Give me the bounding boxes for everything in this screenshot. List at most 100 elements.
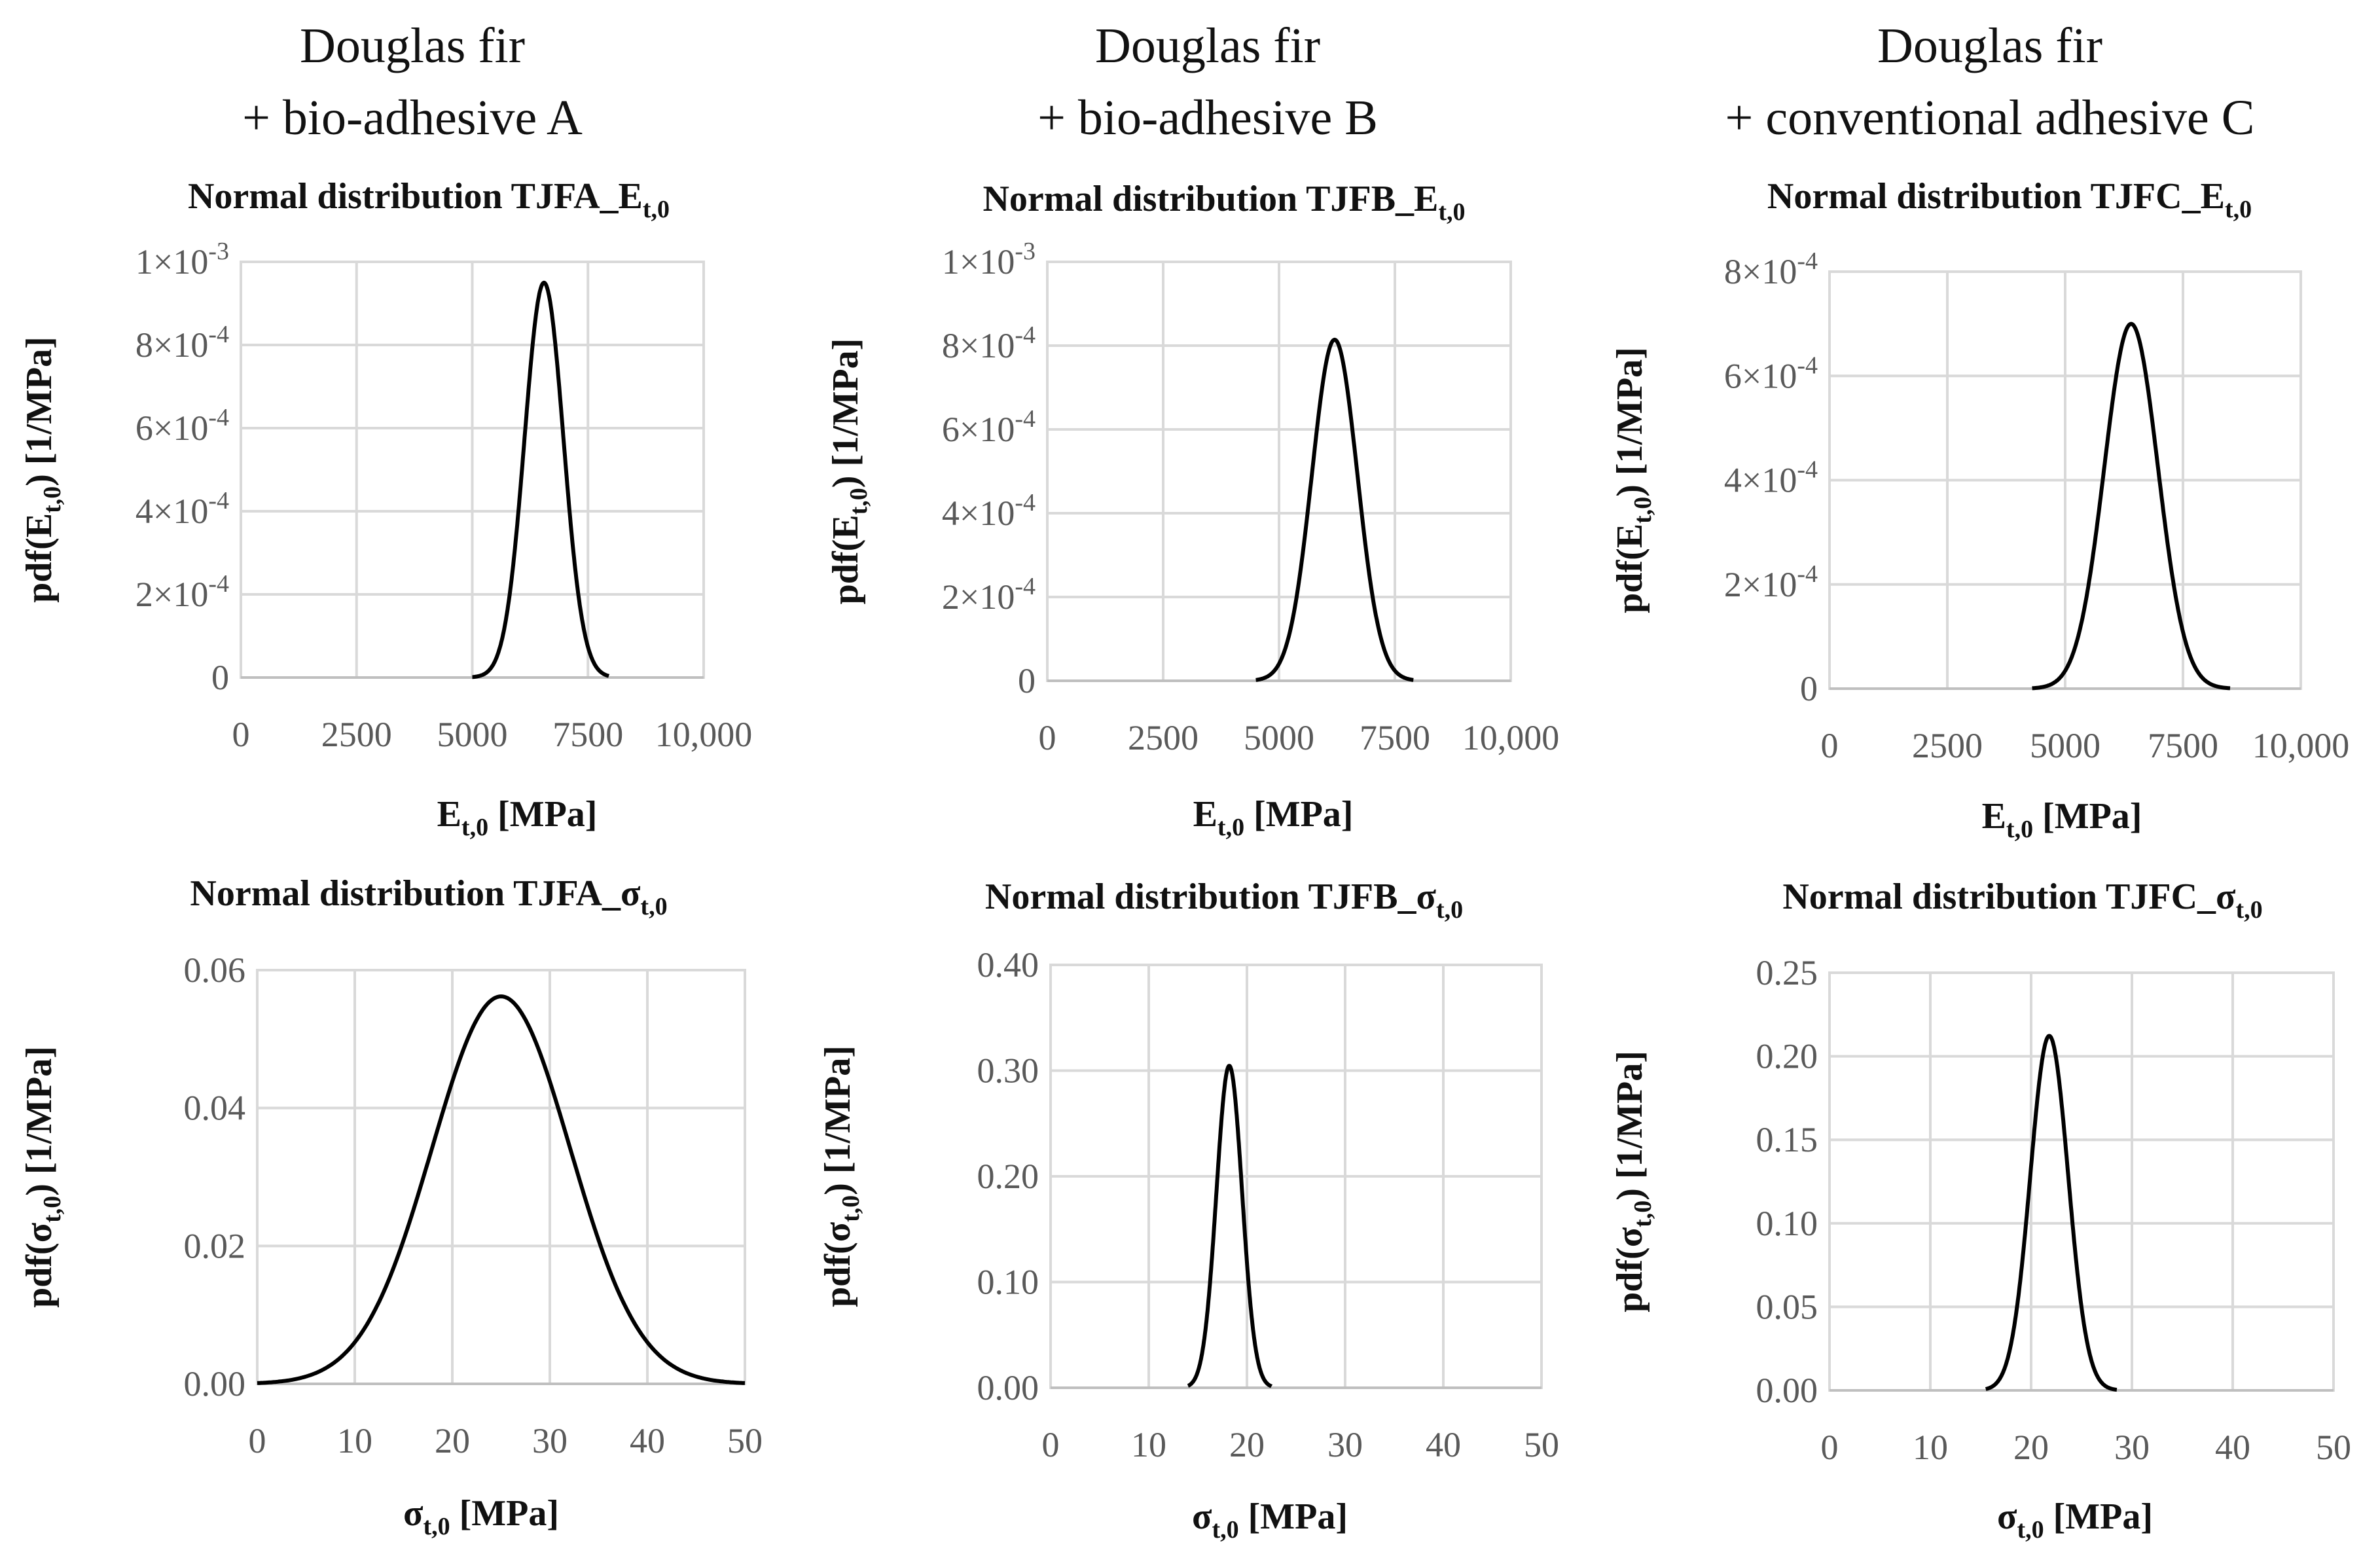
y-tick-mantissa: 0.15 bbox=[1756, 1120, 1818, 1159]
x-axis-label-symbol: σ bbox=[403, 1493, 424, 1534]
x-tick-label: 7500 bbox=[1360, 718, 1430, 757]
x-axis-label: σt,0 [MPa] bbox=[403, 1493, 559, 1540]
chart-title-main: Normal distribution TJFA_σ bbox=[190, 873, 641, 914]
series-line bbox=[1984, 1034, 2119, 1392]
y-tick-label: 0.15 bbox=[1756, 1120, 1818, 1159]
series-line bbox=[2030, 321, 2231, 691]
column-title-c-line1: Douglas fir bbox=[1877, 18, 2102, 73]
y-axis-label-subscript: t,0 bbox=[39, 1196, 66, 1223]
x-tick-label: 20 bbox=[1229, 1425, 1265, 1464]
chart-title-main: Normal distribution TJFB_E bbox=[983, 179, 1438, 219]
y-tick-label: 0.25 bbox=[1756, 953, 1818, 992]
y-tick-mantissa: 6×10 bbox=[135, 408, 208, 448]
x-tick-label: 20 bbox=[2013, 1428, 2049, 1467]
chart-title-main: Normal distribution TJFC_E bbox=[1767, 176, 2225, 217]
y-axis-label-main: pdf(E bbox=[19, 513, 60, 603]
x-tick-label: 50 bbox=[2316, 1428, 2351, 1467]
y-tick-mantissa: 6×10 bbox=[942, 410, 1015, 449]
y-tick-label: 0.04 bbox=[184, 1089, 246, 1128]
y-tick-mantissa: 0.00 bbox=[1756, 1371, 1818, 1410]
y-tick-mantissa: 0.10 bbox=[977, 1263, 1039, 1302]
chart-5: 0 10 20 30 40 50 0.00 0.10 0.20 0.30 0.40 Normal di… bbox=[818, 877, 1559, 1544]
y-axis-label-subscript: t,0 bbox=[39, 486, 66, 513]
chart-title: Normal distribution TJFA_σt,0 bbox=[190, 873, 667, 920]
y-tick-label: 0.10 bbox=[977, 1263, 1039, 1302]
x-tick-label: 10 bbox=[1913, 1428, 1948, 1467]
x-axis-label-subscript: t,0 bbox=[423, 1513, 450, 1540]
x-axis-label-subscript: t,0 bbox=[2017, 1516, 2044, 1544]
y-tick-mantissa: 0.00 bbox=[184, 1364, 246, 1403]
y-tick-label: 2×10-4 bbox=[1724, 560, 1818, 604]
y-tick-mantissa: 4×10 bbox=[1724, 461, 1797, 500]
column-title-a-line2: + bio-adhesive A bbox=[242, 90, 583, 145]
column-title-b: Douglas fir + bio-adhesive B bbox=[1037, 18, 1378, 145]
y-tick-label: 8×10-4 bbox=[135, 321, 229, 365]
x-axis-label-unit: [MPa] bbox=[488, 794, 597, 835]
y-tick-exponent: -3 bbox=[1015, 238, 1036, 265]
x-axis-label-unit: [MPa] bbox=[1239, 1496, 1348, 1537]
y-tick-label: 1×10-3 bbox=[135, 238, 229, 281]
y-tick-mantissa: 2×10 bbox=[1724, 565, 1797, 604]
y-tick-label: 0.30 bbox=[977, 1051, 1039, 1091]
y-tick-mantissa: 4×10 bbox=[135, 492, 208, 531]
y-tick-mantissa: 4×10 bbox=[942, 494, 1015, 533]
y-tick-label: 0.05 bbox=[1756, 1287, 1818, 1326]
y-tick-mantissa: 6×10 bbox=[1724, 356, 1797, 395]
x-tick-label: 0 bbox=[249, 1421, 266, 1460]
y-tick-mantissa: 0 bbox=[1800, 669, 1818, 708]
x-axis-label-symbol: E bbox=[437, 794, 461, 835]
y-tick-exponent: -4 bbox=[1015, 321, 1036, 349]
y-axis-label-unit: ) [1/MPa] bbox=[825, 338, 866, 488]
chart-title: Normal distribution TJFB_Et,0 bbox=[983, 179, 1465, 226]
y-tick-mantissa: 8×10 bbox=[1724, 252, 1797, 291]
y-tick-mantissa: 0.20 bbox=[1756, 1037, 1818, 1076]
x-tick-label: 0 bbox=[1821, 1428, 1839, 1467]
chart-title-subscript: t,0 bbox=[1438, 198, 1465, 226]
y-tick-mantissa: 2×10 bbox=[135, 575, 208, 614]
y-tick-label: 0.20 bbox=[977, 1157, 1039, 1196]
y-tick-mantissa: 0.06 bbox=[184, 950, 246, 990]
y-tick-mantissa: 2×10 bbox=[942, 577, 1015, 617]
y-tick-exponent: -3 bbox=[208, 238, 229, 265]
y-axis-label-main: pdf(σ bbox=[19, 1222, 60, 1308]
chart-title: Normal distribution TJFA_Et,0 bbox=[188, 176, 670, 223]
x-axis-label-subscript: t,0 bbox=[1217, 814, 1244, 841]
y-axis-label-subscript: t,0 bbox=[837, 1195, 865, 1222]
charts: 0 2500 5000 7500 10,00002×10-44×10-46×10-48×… bbox=[19, 176, 2351, 1544]
x-tick-label: 10 bbox=[1131, 1425, 1166, 1464]
y-axis-label-main: pdf(σ bbox=[1610, 1227, 1650, 1312]
y-tick-mantissa: 8×10 bbox=[135, 325, 208, 365]
chart-6: 0 10 20 30 40 50 0.00 0.05 0.10 0.15 0.20 0.25 Norma… bbox=[1610, 877, 2351, 1544]
y-tick-label: 2×10-4 bbox=[135, 570, 229, 614]
column-title-b-line1: Douglas fir bbox=[1095, 18, 1320, 73]
series-line bbox=[1254, 337, 1415, 682]
y-tick-exponent: -4 bbox=[208, 404, 229, 431]
x-tick-label: 10,000 bbox=[655, 715, 753, 754]
y-tick-label: 1×10-3 bbox=[942, 238, 1036, 281]
y-axis-label-main: pdf(E bbox=[1610, 524, 1650, 613]
x-axis-label: σt,0 [MPa] bbox=[1997, 1496, 2153, 1544]
x-tick-label: 2500 bbox=[321, 715, 392, 754]
x-tick-label: 0 bbox=[1821, 726, 1839, 765]
chart-1: 0 2500 5000 7500 10,00002×10-44×10-46×10-48×… bbox=[19, 176, 752, 841]
y-tick-label: 0.40 bbox=[977, 945, 1039, 985]
chart-title: Normal distribution TJFC_Et,0 bbox=[1767, 176, 2252, 223]
x-axis-label-symbol: E bbox=[1193, 794, 1217, 835]
y-axis-label: pdf(σt,0) [1/MPa] bbox=[818, 1045, 865, 1307]
x-tick-label: 5000 bbox=[1244, 718, 1314, 757]
x-axis-label-symbol: σ bbox=[1192, 1496, 1212, 1537]
y-axis-label-unit: ) [1/MPa] bbox=[19, 1046, 60, 1196]
y-tick-label: 0.00 bbox=[977, 1368, 1039, 1407]
y-tick-label: 0.20 bbox=[1756, 1037, 1818, 1076]
x-tick-label: 50 bbox=[1524, 1425, 1559, 1464]
column-title-c: Douglas fir + conventional adhesive C bbox=[1725, 18, 2255, 145]
y-tick-exponent: -4 bbox=[1015, 405, 1036, 433]
y-tick-exponent: -4 bbox=[1797, 247, 1818, 275]
y-tick-mantissa: 0.40 bbox=[977, 945, 1039, 985]
x-tick-label: 7500 bbox=[552, 715, 623, 754]
y-tick-label: 6×10-4 bbox=[135, 404, 229, 448]
y-axis-label: pdf(Et,0) [1/MPa] bbox=[825, 338, 873, 605]
chart-title-subscript: t,0 bbox=[640, 893, 667, 920]
y-axis-label-unit: ) [1/MPa] bbox=[818, 1045, 858, 1195]
chart-title-subscript: t,0 bbox=[2225, 196, 2252, 223]
